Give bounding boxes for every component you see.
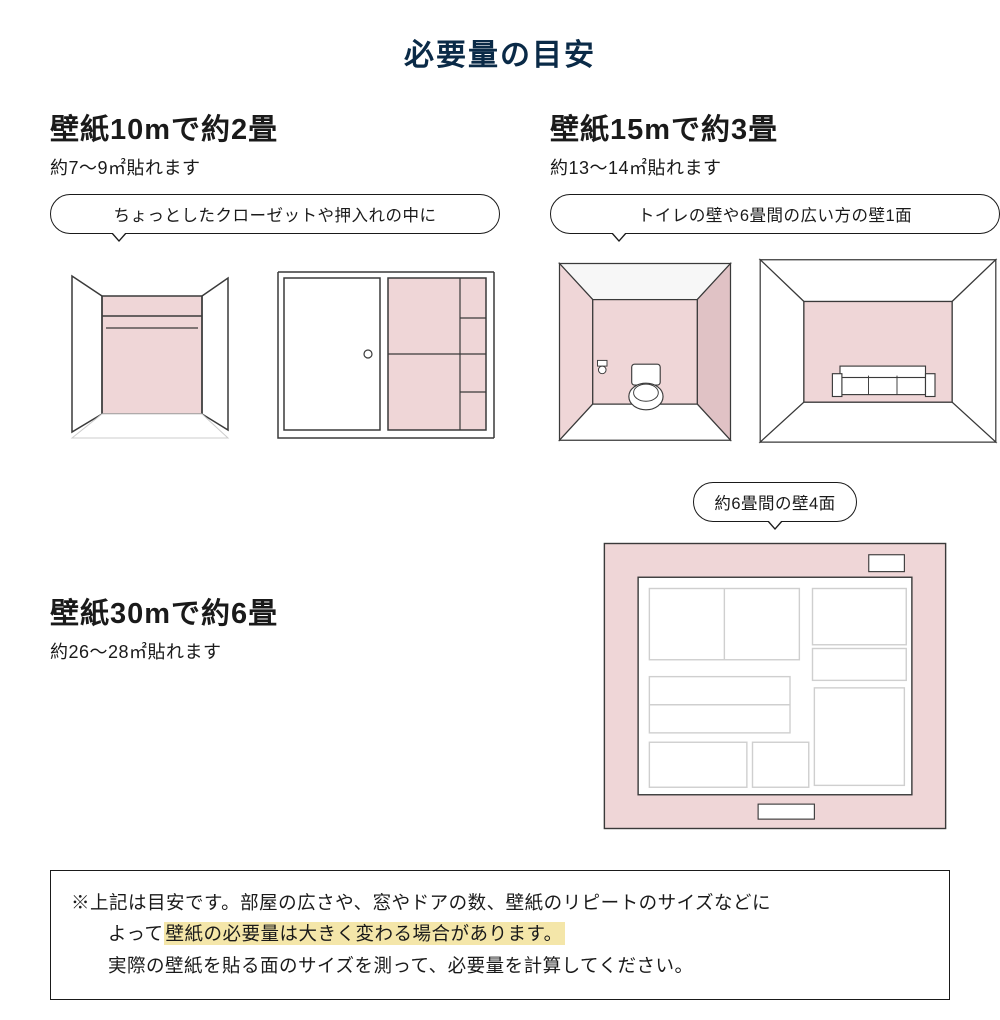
note-line1: ※上記は目安です。部屋の広さや、窓やドアの数、壁紙のリピートのサイズなどに xyxy=(71,887,929,918)
note-line2-prefix: よって xyxy=(108,923,164,944)
sub-15m: 約13～14㎡貼れます xyxy=(550,154,1000,180)
note-box: ※上記は目安です。部屋の広さや、窓やドアの数、壁紙のリピートのサイズなどに よっ… xyxy=(50,870,950,1000)
note-line3: 実際の壁紙を貼る面のサイズを測って、必要量を計算してください。 xyxy=(71,950,929,981)
block-10m: 壁紙10mで約2畳 約7～9㎡貼れます ちょっとしたクローゼットや押入れの中に xyxy=(50,106,500,444)
living-accent-wall-illustration xyxy=(754,254,1000,444)
floorplan-6jo-illustration xyxy=(595,536,955,836)
block-15m: 壁紙15mで約3畳 約13～14㎡貼れます トイレの壁や6畳間の広い方の壁1面 xyxy=(550,106,1000,444)
block-6jo-plan: 約6畳間の壁4面 xyxy=(550,460,1000,836)
sub-10m: 約7～9㎡貼れます xyxy=(50,154,500,180)
heading-30m: 壁紙30mで約6畳 xyxy=(50,590,500,632)
note-line2: よって壁紙の必要量は大きく変わる場合があります。 xyxy=(71,918,929,949)
heading-15m: 壁紙15mで約3畳 xyxy=(550,106,1000,148)
closet-illustration xyxy=(50,254,256,444)
caption-bubble-15m: トイレの壁や6畳間の広い方の壁1面 xyxy=(550,194,1000,234)
page-title: 必要量の目安 xyxy=(50,30,950,74)
sub-30m: 約26～28㎡貼れます xyxy=(50,638,500,664)
caption-bubble-30m: 約6畳間の壁4面 xyxy=(693,482,856,522)
block-30m: 壁紙30mで約6畳 約26～28㎡貼れます xyxy=(50,460,500,836)
grid: 壁紙10mで約2畳 約7～9㎡貼れます ちょっとしたクローゼットや押入れの中に xyxy=(50,106,950,836)
oshiire-illustration xyxy=(270,254,500,444)
note-highlight: 壁紙の必要量は大きく変わる場合があります。 xyxy=(164,922,565,945)
toilet-room-illustration xyxy=(550,254,740,444)
caption-bubble-10m: ちょっとしたクローゼットや押入れの中に xyxy=(50,194,500,234)
heading-10m: 壁紙10mで約2畳 xyxy=(50,106,500,148)
